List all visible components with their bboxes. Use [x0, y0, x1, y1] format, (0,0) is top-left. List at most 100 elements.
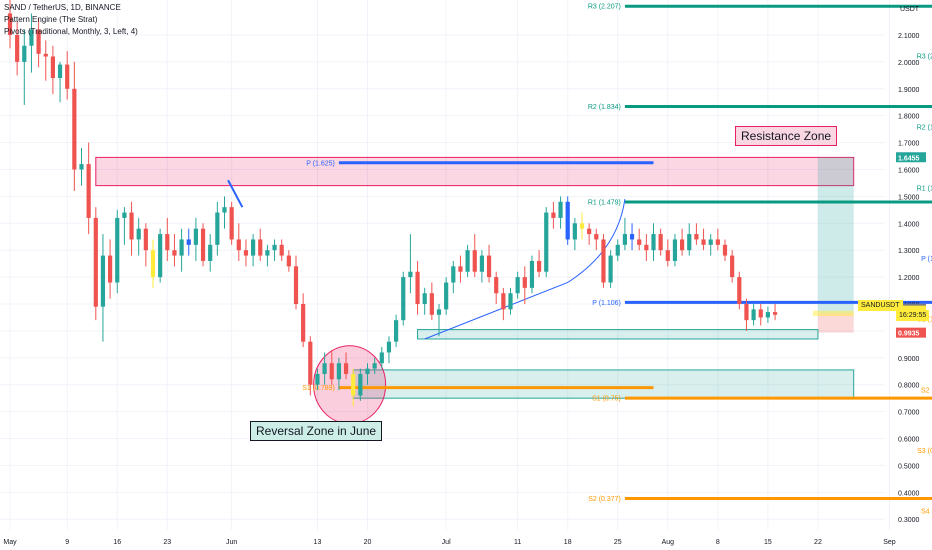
- candle-body: [665, 250, 670, 261]
- x-tick-label: 22: [814, 539, 822, 546]
- candle-body: [551, 212, 556, 218]
- pivot-label: R1 (1.479): [588, 200, 621, 207]
- price-tag-bg: [896, 327, 926, 338]
- pivot-label: R2 (1.758): [917, 124, 932, 131]
- candle-body: [129, 212, 134, 240]
- pivot-label: R3 (2.207): [588, 4, 621, 11]
- candle-body: [765, 312, 770, 318]
- x-tick-label: Sep: [883, 539, 896, 546]
- pivot-label: R1 (1.532): [917, 185, 932, 192]
- countdown-tag: 16:29:55: [896, 310, 930, 321]
- candle-body: [408, 271, 413, 278]
- x-tick-label: 8: [716, 539, 720, 546]
- candle-body: [43, 53, 48, 57]
- pivot-label: S2 (0.78): [921, 388, 932, 395]
- candle-body: [301, 304, 306, 342]
- candle-body: [158, 234, 163, 278]
- candle-body: [594, 234, 599, 240]
- candle-body: [394, 320, 399, 342]
- y-tick-label: 0.4000: [898, 490, 920, 497]
- candle-body: [243, 250, 249, 256]
- candle-body: [186, 239, 191, 245]
- candle-body: [572, 223, 577, 240]
- y-tick-label: 1.7000: [898, 141, 920, 148]
- candle-body: [544, 212, 549, 272]
- pivots-indicator-label[interactable]: Pivots (Traditional, Monthly, 3, Left, 4…: [4, 27, 138, 36]
- candle-body: [722, 244, 728, 256]
- x-tick-label: 23: [163, 539, 171, 546]
- candle-body: [215, 212, 220, 245]
- candle-body: [308, 341, 313, 385]
- candle-body: [365, 368, 370, 374]
- pivot-label: R3 (2.021): [917, 54, 932, 61]
- symbol-title[interactable]: SAND / TetherUS, 1D, BINANCE: [4, 3, 121, 12]
- candle-body: [687, 234, 692, 251]
- pivot-label: S3 (0.555): [917, 448, 932, 455]
- candle-body: [587, 228, 592, 235]
- candle-body: [758, 309, 763, 318]
- x-tick-label: 20: [364, 539, 372, 546]
- x-tick-label: Jul: [442, 539, 451, 546]
- candle-body: [150, 250, 156, 278]
- candle-body: [637, 239, 642, 245]
- candle-body: [629, 234, 635, 240]
- candle-body: [522, 277, 527, 288]
- candle-body: [644, 244, 649, 251]
- candle-body: [372, 363, 377, 369]
- candle-body: [315, 373, 320, 385]
- candle-body: [86, 164, 91, 218]
- candle-body: [15, 34, 20, 62]
- x-tick-label: Jun: [226, 539, 237, 546]
- position-profit-area: [817, 157, 854, 314]
- resistance-zone-label[interactable]: Resistance Zone: [735, 126, 838, 146]
- y-tick-label: 0.9000: [898, 356, 920, 363]
- candle-body: [343, 363, 349, 374]
- candle-body: [458, 266, 463, 272]
- candle-body: [622, 234, 627, 245]
- x-tick-label: 16: [113, 539, 121, 546]
- y-tick-label: 0.6000: [898, 437, 920, 444]
- price-tag: 0.9935: [898, 331, 920, 338]
- pivot-label: S2 (0.377): [588, 496, 621, 503]
- y-tick-label: 0.3000: [898, 517, 920, 524]
- x-tick-label: 15: [764, 539, 772, 546]
- candle-body: [429, 293, 434, 315]
- candle-body: [472, 250, 477, 272]
- candle-body: [451, 266, 456, 283]
- candle-body: [165, 234, 170, 251]
- reversal-zone-label[interactable]: Reversal Zone in June: [250, 421, 383, 441]
- x-tick-label: 11: [514, 539, 521, 546]
- pivot-label: S1 (0.789): [302, 385, 335, 392]
- candle-body: [701, 239, 706, 245]
- candle-body: [358, 373, 363, 396]
- candle-body: [515, 277, 520, 294]
- candle-body: [737, 277, 742, 305]
- y-tick-label: 1.2000: [898, 275, 920, 282]
- y-tick-label: 2.0000: [898, 60, 920, 67]
- price-highlight: [812, 310, 854, 317]
- candle-body: [286, 255, 291, 267]
- candle-body: [279, 244, 284, 256]
- y-tick-label: 1.9000: [898, 87, 920, 94]
- candle-body: [386, 341, 392, 353]
- candle-body: [715, 239, 720, 245]
- x-tick-label: Aug: [662, 539, 675, 546]
- candle-body: [579, 223, 585, 229]
- candle-body: [22, 45, 27, 62]
- candle-body: [694, 234, 699, 240]
- candle-body: [65, 64, 70, 89]
- candle-body: [122, 212, 127, 218]
- candle-body: [79, 164, 84, 170]
- candle-body: [143, 228, 148, 251]
- candle-body: [115, 217, 120, 283]
- candle-body: [100, 255, 106, 307]
- candle-body: [193, 228, 198, 245]
- price-tag-bg: [896, 152, 926, 163]
- pattern-indicator-label[interactable]: Pattern Engine (The Strat): [4, 15, 98, 24]
- candle-body: [508, 293, 513, 310]
- candle-body: [558, 201, 563, 218]
- position-risk-area: [817, 313, 854, 333]
- candle-body: [651, 234, 656, 251]
- zone-support-june: [352, 369, 855, 399]
